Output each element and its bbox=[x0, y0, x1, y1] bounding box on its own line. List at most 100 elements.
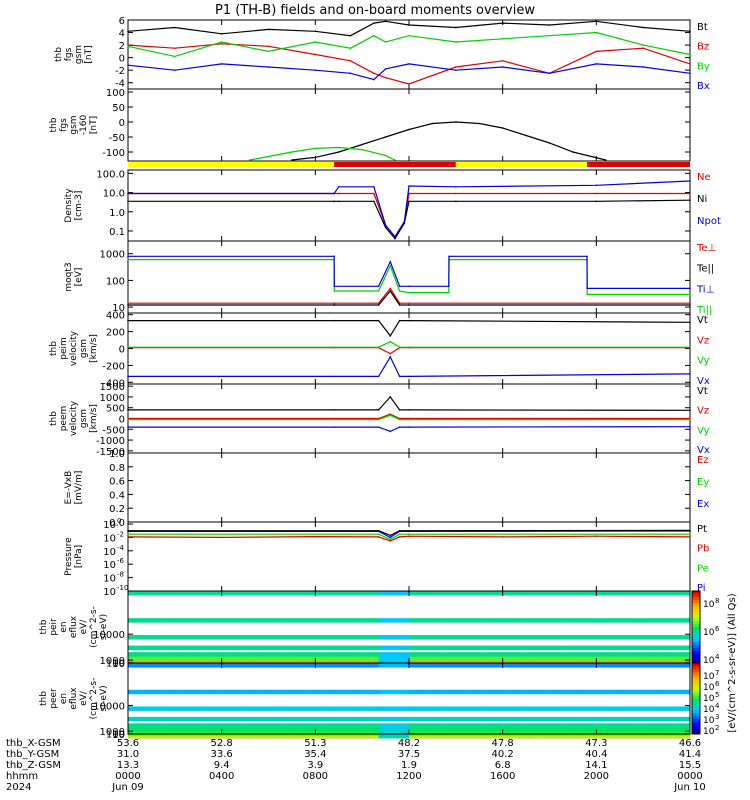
spectrogram-cell bbox=[308, 645, 320, 651]
spectrogram-cell bbox=[609, 727, 621, 732]
series-line-Te⊥ bbox=[128, 287, 690, 304]
spectrogram-cell bbox=[609, 652, 621, 657]
spectrogram-cell bbox=[298, 706, 310, 711]
spectrogram-cell bbox=[559, 656, 571, 661]
data-point bbox=[455, 192, 457, 195]
colorbar-cell bbox=[692, 713, 700, 717]
spectrogram-cell bbox=[429, 723, 440, 728]
spectrogram-cell bbox=[258, 727, 269, 732]
spectrogram-cell bbox=[388, 656, 400, 661]
spectrogram-cell bbox=[148, 689, 159, 695]
spectrogram-cell bbox=[489, 656, 500, 661]
spectrogram-cell bbox=[358, 663, 370, 668]
spectrogram-cell bbox=[589, 663, 601, 668]
spectrogram-cell bbox=[629, 618, 641, 623]
colorbar-tick-label: 10 bbox=[703, 672, 715, 682]
spectrogram-cell bbox=[368, 716, 380, 722]
spectrogram-cell bbox=[388, 618, 400, 623]
y-axis-label-line: peim bbox=[59, 337, 69, 360]
spectrogram-cell bbox=[248, 706, 259, 711]
spectrogram-cell bbox=[168, 663, 179, 668]
spectrogram-cell bbox=[138, 591, 149, 596]
spectrogram-cell bbox=[378, 663, 390, 668]
spectrogram-cell bbox=[288, 663, 300, 668]
spectrogram-cell bbox=[388, 652, 400, 657]
colorbar-cell bbox=[692, 627, 700, 631]
data-point bbox=[501, 38, 504, 40]
spectrogram-cell bbox=[529, 723, 540, 728]
spectrogram-cell bbox=[348, 618, 360, 623]
spectrogram-cell bbox=[479, 618, 490, 623]
data-point bbox=[389, 430, 392, 433]
spectrogram-cell bbox=[479, 663, 490, 668]
spectrogram-cell bbox=[148, 663, 159, 668]
spectrogram-cell bbox=[158, 689, 169, 695]
colorbar-tick-exponent: 2 bbox=[715, 724, 719, 732]
x-axis-value: 40.2 bbox=[492, 749, 514, 760]
spectrogram-cell bbox=[569, 618, 581, 623]
data-point bbox=[333, 418, 335, 421]
spectrogram-cell bbox=[298, 591, 310, 596]
data-point bbox=[448, 255, 450, 258]
spectrogram-cell bbox=[308, 635, 320, 640]
legend-entry: Vz bbox=[697, 406, 709, 417]
spectrogram-cell bbox=[248, 652, 259, 657]
colorbar-cell bbox=[692, 600, 700, 604]
spectrogram-cell bbox=[609, 716, 621, 722]
colorbar-cell bbox=[692, 603, 700, 607]
data-point bbox=[408, 375, 410, 378]
data-point bbox=[501, 59, 504, 62]
data-point bbox=[689, 529, 691, 532]
colorbar-cell bbox=[692, 665, 700, 670]
spectrogram-cell bbox=[258, 591, 269, 596]
data-point bbox=[408, 200, 410, 203]
spectrogram-cell bbox=[178, 723, 189, 728]
spectrogram-cell bbox=[178, 591, 189, 596]
colorbar-tick-exponent: 7 bbox=[715, 669, 719, 677]
data-point bbox=[373, 192, 375, 195]
x-axis-row-label: 2024 bbox=[6, 782, 31, 793]
spectrogram-cell bbox=[659, 716, 671, 722]
spectrogram-cell bbox=[529, 652, 540, 657]
spectrogram-cell bbox=[378, 716, 390, 722]
data-point bbox=[595, 192, 598, 195]
spectrogram-cell bbox=[629, 663, 641, 668]
data-point bbox=[525, 134, 527, 137]
spectrogram-cell bbox=[358, 618, 370, 623]
spectrogram-cell bbox=[188, 729, 199, 735]
spectrogram-cell bbox=[529, 689, 540, 695]
spectrogram-cell bbox=[138, 635, 149, 640]
spectrogram-cell bbox=[278, 656, 290, 661]
spectrogram-cell bbox=[318, 723, 330, 728]
spectrogram-cell bbox=[148, 591, 159, 596]
spectrogram-cell bbox=[669, 727, 681, 732]
spectrogram-cell bbox=[298, 727, 310, 732]
spectrogram-cell bbox=[168, 635, 179, 640]
y-axis-label-line: moqt3 bbox=[64, 262, 74, 291]
spectrogram-cell bbox=[398, 689, 410, 695]
y-axis-label-line: [nT] bbox=[84, 45, 94, 63]
colorbar-cell bbox=[692, 612, 700, 616]
spectrogram-cell bbox=[238, 591, 249, 596]
data-point bbox=[127, 409, 129, 411]
spectrogram-cell bbox=[599, 663, 611, 668]
spectrogram-cell bbox=[318, 706, 330, 711]
spectrogram-cell bbox=[479, 658, 490, 664]
spectrogram-cell bbox=[328, 727, 340, 732]
y-axis-label-line: en bbox=[59, 621, 69, 632]
data-point bbox=[586, 255, 588, 258]
data-point bbox=[689, 302, 691, 304]
y-axis-label-line: thb bbox=[39, 691, 49, 706]
y-axis-label-line: fgs bbox=[59, 118, 69, 132]
spectrogram-cell bbox=[519, 652, 530, 657]
data-point bbox=[398, 346, 401, 349]
spectrogram-cell bbox=[268, 658, 280, 664]
spectrogram-cell bbox=[268, 729, 280, 735]
y-tick-exponent: -10 bbox=[117, 584, 128, 592]
data-point bbox=[384, 41, 387, 43]
spectrogram-cell bbox=[489, 723, 500, 728]
spectrogram-cell bbox=[368, 635, 380, 640]
x-axis-value: 33.6 bbox=[211, 749, 233, 760]
colorbar-cell bbox=[692, 680, 700, 685]
spectrogram-cell bbox=[348, 591, 360, 596]
